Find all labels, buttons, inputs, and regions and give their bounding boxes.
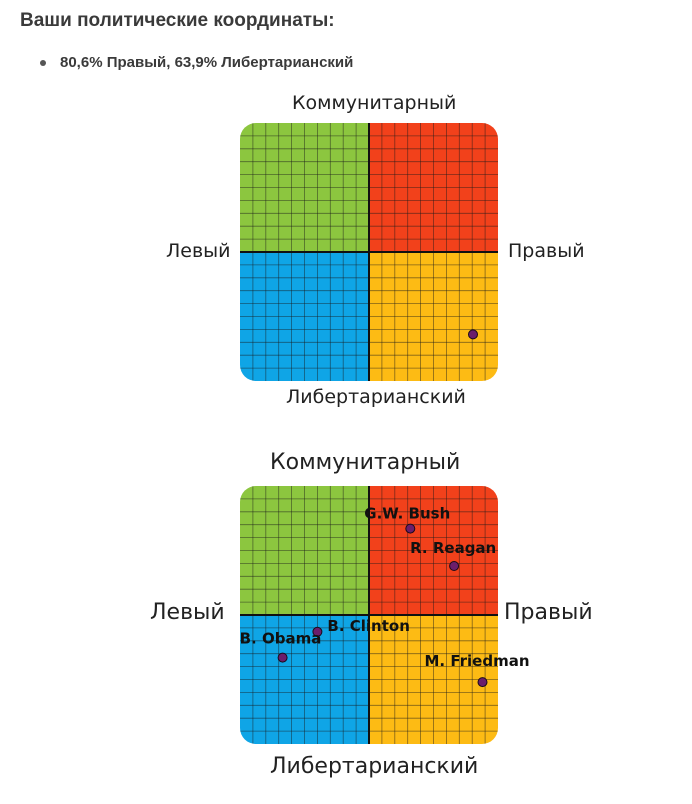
political-compass-user: Коммунитарный Либертарианский Левый Прав… <box>166 92 585 408</box>
axis-label-right: Правый <box>504 600 593 625</box>
data-point <box>477 677 488 688</box>
data-point <box>405 523 416 534</box>
point-label: M. Friedman <box>425 652 530 670</box>
data-point <box>277 652 288 663</box>
axis-label-left: Левый <box>166 240 231 262</box>
compass-plot <box>240 123 498 381</box>
data-point <box>449 561 460 571</box>
result-text: 80,6% Правый, 63,9% Либертарианский <box>60 54 354 71</box>
data-point <box>468 329 478 340</box>
axis-label-left: Левый <box>150 600 225 625</box>
point-label: G.W. Bush <box>364 505 450 523</box>
compass-plot: G.W. Bush R. Reagan B. Clinton B. Obama M. F… <box>240 486 530 744</box>
axis-label-bottom: Либертарианский <box>270 754 479 779</box>
axis-label-top: Коммунитарный <box>270 450 461 475</box>
axis-label-right: Правый <box>508 240 585 262</box>
result-item: 80,6% Правый, 63,9% Либертарианский <box>40 54 353 71</box>
point-label: B. Clinton <box>327 617 409 635</box>
axis-label-bottom: Либертарианский <box>286 386 466 408</box>
result-list: 80,6% Правый, 63,9% Либертарианский <box>40 54 353 71</box>
bullet-icon <box>40 60 46 66</box>
page-title: Ваши политические координаты: <box>20 10 335 31</box>
data-point <box>312 626 323 637</box>
point-label: B. Obama <box>240 630 322 648</box>
axis-label-top: Коммунитарный <box>292 92 457 114</box>
point-label: R. Reagan <box>410 539 496 557</box>
